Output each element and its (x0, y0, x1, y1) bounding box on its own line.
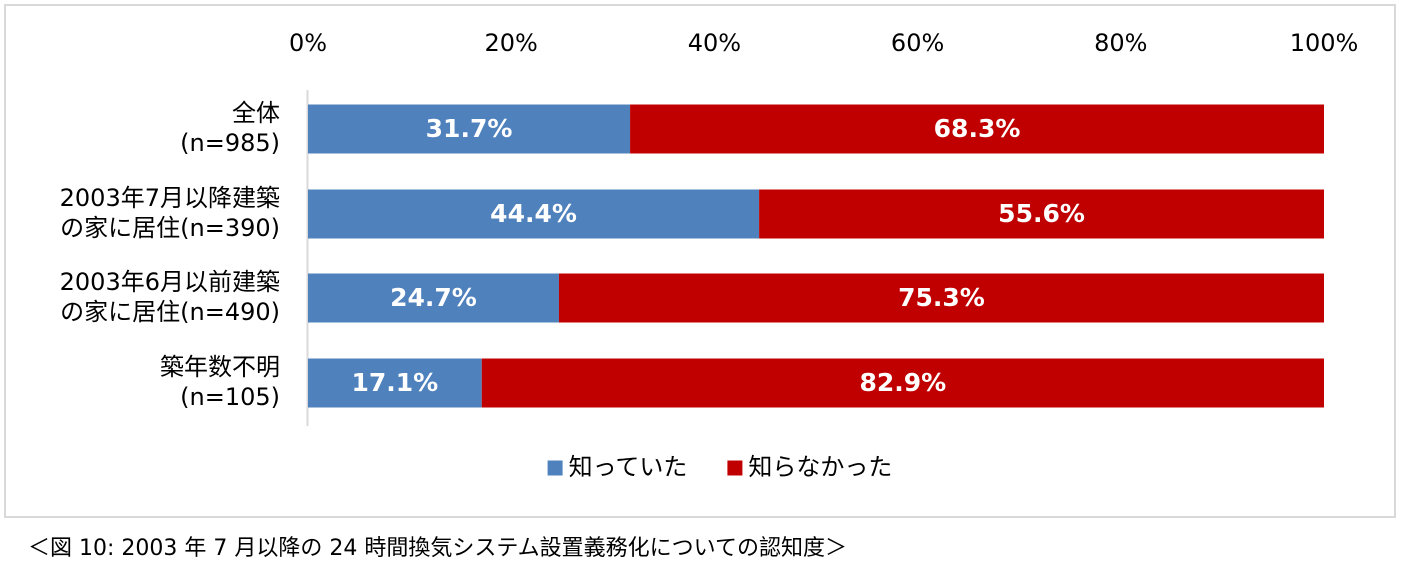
data-label: 44.4% (490, 199, 577, 228)
category-label: の家に居住(n=390) (60, 214, 280, 242)
labels-layer: 31.7% 68.3% 44.4% 55.6% 24.7% 75.3% 17.1% 82.9% (352, 114, 1085, 397)
bars-layer (308, 105, 1324, 408)
x-tick-label: 20% (485, 29, 538, 57)
category-label: (n=105) (180, 383, 280, 411)
x-tick-label: 80% (1094, 29, 1147, 57)
figure-caption: ＜図 10: 2003 年 7 月以降の 24 時間換気システム設置義務化につい… (28, 530, 847, 562)
data-label: 55.6% (998, 199, 1085, 228)
category-label: 築年数不明 (160, 353, 280, 381)
category-label: 2003年6月以前建築 (60, 268, 280, 296)
data-label: 82.9% (860, 368, 947, 397)
legend: 知っていた 知らなかった (548, 453, 893, 481)
stacked-bar-chart: 0% 20% 40% 60% 80% 100% 全体(n=985) 2003年7月以降建築の家… (6, 6, 1394, 516)
x-tick-label: 0% (289, 29, 327, 57)
data-label: 68.3% (934, 114, 1021, 143)
data-label: 75.3% (898, 283, 985, 312)
legend-swatch (727, 461, 742, 476)
x-tick-label: 60% (891, 29, 944, 57)
x-tick-label: 100% (1290, 29, 1359, 57)
category-label: の家に居住(n=490) (60, 298, 280, 326)
x-tick-label: 40% (688, 29, 741, 57)
category-label: (n=985) (180, 129, 280, 157)
legend-swatch (548, 461, 563, 476)
data-label: 31.7% (426, 114, 513, 143)
data-label: 24.7% (390, 283, 477, 312)
legend-label: 知らなかった (748, 453, 892, 481)
category-label: 2003年7月以降建築 (60, 184, 280, 212)
legend-label: 知っていた (569, 453, 688, 481)
data-label: 17.1% (352, 368, 439, 397)
chart-frame: 0% 20% 40% 60% 80% 100% 全体 (n=985) 2003年7月以降建築 の家… (4, 4, 1396, 518)
category-label: 全体 (232, 99, 280, 127)
